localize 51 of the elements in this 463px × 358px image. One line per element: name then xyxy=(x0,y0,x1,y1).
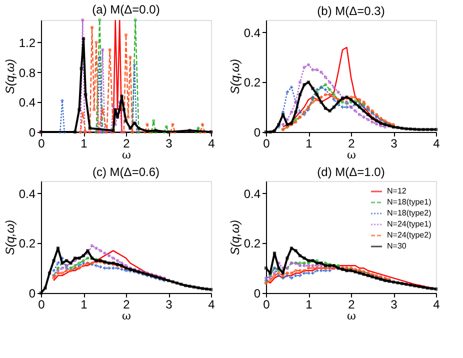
x-tick-label: 1 xyxy=(80,136,88,150)
x-tick-label: 3 xyxy=(166,298,173,312)
x-tick-label: 2 xyxy=(348,136,356,150)
x-tick-label: 0 xyxy=(263,136,270,150)
chart-title: (b) M(Δ=0.3) xyxy=(317,4,385,18)
x-tick-label: 0 xyxy=(38,298,46,312)
x-tick-label: 1 xyxy=(306,298,313,312)
y-axis-title: S(q,ω) xyxy=(228,220,242,256)
x-tick-label: 1 xyxy=(306,136,313,150)
x-tick-label: 4 xyxy=(433,136,440,150)
x-axis-title: ω xyxy=(122,310,132,322)
chart-title: (c) M(Δ=0.6) xyxy=(92,165,160,179)
x-tick-label: 3 xyxy=(166,136,173,150)
x-axis-title: ω xyxy=(347,310,356,322)
x-tick-label: 1 xyxy=(80,298,88,312)
y-tick-label: 0.4 xyxy=(18,96,36,110)
y-axis-title: S(q,ω) xyxy=(2,58,17,94)
x-tick-label: 2 xyxy=(123,136,130,150)
y-tick-label: 0 xyxy=(28,126,36,140)
y-tick-label: 0.2 xyxy=(244,236,261,251)
chart-title: (d) M(Δ=1.0) xyxy=(317,165,385,179)
y-tick-label: 0.8 xyxy=(18,66,36,80)
legend-label: N=12 xyxy=(387,186,407,196)
y-tick-label: 0.2 xyxy=(244,76,261,90)
y-tick-label: 0.4 xyxy=(244,26,261,40)
y-tick-label: 0 xyxy=(28,286,36,300)
chart-title: (a) M(Δ=0.0) xyxy=(92,2,160,16)
x-axis-title: ω xyxy=(347,148,356,162)
x-tick-label: 0 xyxy=(263,298,270,312)
x-tick-label: 3 xyxy=(390,298,398,312)
legend-label: N=30 xyxy=(387,242,407,250)
x-tick-label: 4 xyxy=(208,136,216,150)
y-tick-label: 0.4 xyxy=(244,186,261,201)
legend-label: N=24(type2) xyxy=(387,230,432,240)
y-tick-label: 0.4 xyxy=(18,186,36,201)
x-tick-label: 2 xyxy=(123,298,130,312)
y-tick-label: 0 xyxy=(254,286,261,300)
x-tick-label: 2 xyxy=(348,298,356,312)
y-tick-label: 1.2 xyxy=(18,36,36,50)
x-tick-label: 4 xyxy=(433,298,440,312)
x-tick-label: 3 xyxy=(390,136,398,150)
legend-label: N=24(type1) xyxy=(387,220,432,228)
x-tick-label: 0 xyxy=(38,136,46,150)
y-tick-label: 0.2 xyxy=(18,236,36,251)
y-axis-title: S(q,ω) xyxy=(2,220,17,256)
legend-label: N=18(type1) xyxy=(387,198,432,206)
x-axis-title: ω xyxy=(122,148,132,162)
legend-label: N=18(type2) xyxy=(387,208,432,218)
x-tick-label: 4 xyxy=(208,298,216,312)
y-tick-label: 0 xyxy=(254,126,261,140)
y-axis-title: S(q,ω) xyxy=(228,58,242,94)
